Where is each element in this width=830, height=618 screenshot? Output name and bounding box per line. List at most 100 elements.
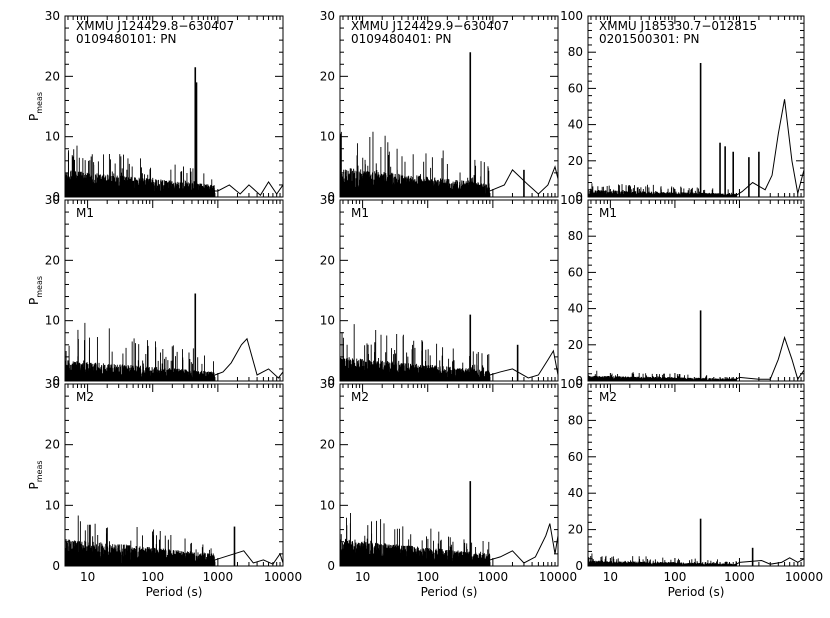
long-period-curve <box>489 165 559 195</box>
x-tick-label: 100 <box>416 570 439 584</box>
panel-1-2: 0 10 20 30 10 100 1000 10000 Period (s) M2 <box>320 377 577 599</box>
y-tick-label: 80 <box>568 229 583 243</box>
panel-frame <box>587 199 805 382</box>
y-tick-label: 30 <box>320 193 335 207</box>
panel-frame <box>64 15 284 198</box>
y-tick-label: 40 <box>568 118 583 132</box>
panel-0-0: 0 10 20 30 XMMU J124429.8−6304070109480101: … <box>27 9 284 204</box>
y-axis-label: Pmeas <box>27 460 44 489</box>
long-period-curve <box>489 523 559 564</box>
y-tick-label: 30 <box>45 377 60 391</box>
y-tick-label: 20 <box>568 154 583 168</box>
panel-frame <box>339 199 559 382</box>
y-tick-label: 20 <box>320 69 335 83</box>
x-tick-label: 1000 <box>203 570 234 584</box>
panel-detector-label: M2 <box>599 390 617 404</box>
x-tick-label: 10 <box>355 570 370 584</box>
x-axis-label: Period (s) <box>668 585 725 599</box>
y-tick-label: 60 <box>568 265 583 279</box>
x-tick-label: 10 <box>80 570 95 584</box>
panel-2-0: 0 20 40 60 80 100 XMMU J185330.7−0128150201500… <box>560 9 805 204</box>
noise-spectrum <box>339 131 491 197</box>
y-tick-label: 10 <box>320 314 335 328</box>
y-tick-label: 30 <box>45 9 60 23</box>
long-period-curve <box>736 335 805 381</box>
x-tick-label: 1000 <box>478 570 509 584</box>
noise-spectrum <box>64 322 216 381</box>
y-tick-label: 20 <box>320 253 335 267</box>
panel-0-1: 0 10 20 30 M1 Pmeas <box>27 193 284 388</box>
x-tick-label: 10 <box>603 570 618 584</box>
y-tick-label: 30 <box>320 377 335 391</box>
panel-title-source: XMMU J124429.9−630407 <box>351 19 509 33</box>
y-tick-label: 0 <box>575 374 583 388</box>
panel-frame <box>339 15 559 198</box>
panel-detector-label: M2 <box>76 390 94 404</box>
y-tick-label: 30 <box>45 193 60 207</box>
y-tick-label: 20 <box>568 338 583 352</box>
panel-frame <box>64 383 284 567</box>
x-tick-label: 100 <box>141 570 164 584</box>
y-tick-label: 0 <box>327 374 335 388</box>
y-tick-label: 10 <box>320 498 335 512</box>
y-tick-label: 60 <box>568 450 583 464</box>
long-period-curve <box>736 557 805 565</box>
y-tick-label: 10 <box>45 130 60 144</box>
panel-frame <box>339 383 559 567</box>
long-period-curve <box>214 337 284 379</box>
panel-title-obs: 0109480401: PN <box>351 32 451 46</box>
panel-frame <box>587 383 805 567</box>
y-tick-label: 10 <box>45 314 60 328</box>
y-tick-label: 0 <box>52 559 60 573</box>
panel-detector-label: M1 <box>351 206 369 220</box>
noise-spectrum <box>339 324 491 381</box>
y-tick-label: 0 <box>575 559 583 573</box>
y-tick-label: 60 <box>568 81 583 95</box>
y-tick-label: 10 <box>320 130 335 144</box>
panel-1-1: 0 10 20 30 M1 <box>320 193 559 388</box>
y-tick-label: 20 <box>45 253 60 267</box>
y-tick-label: 20 <box>320 438 335 452</box>
x-axis-label: Period (s) <box>421 585 478 599</box>
y-tick-label: 20 <box>45 438 60 452</box>
y-tick-label: 80 <box>568 45 583 59</box>
long-period-curve <box>489 349 559 379</box>
y-axis-label: Pmeas <box>27 276 44 305</box>
y-tick-label: 20 <box>568 523 583 537</box>
y-tick-label: 0 <box>327 559 335 573</box>
x-tick-label: 100 <box>663 570 686 584</box>
x-tick-label: 10000 <box>539 570 577 584</box>
panel-frame <box>587 15 805 198</box>
y-tick-label: 40 <box>568 486 583 500</box>
x-tick-label: 1000 <box>724 570 755 584</box>
long-period-curve <box>214 180 284 196</box>
x-axis-label: Period (s) <box>146 585 203 599</box>
x-tick-label: 10000 <box>264 570 302 584</box>
y-tick-label: 0 <box>52 374 60 388</box>
panel-1-0: 0 10 20 30 XMMU J124429.9−6304070109480401: … <box>320 9 559 204</box>
panel-2-2: 0 20 40 60 80 100 10 100 1000 10000 Period (s) M2 <box>560 377 823 599</box>
y-tick-label: 40 <box>568 302 583 316</box>
y-tick-label: 100 <box>560 377 583 391</box>
panel-detector-label: M2 <box>351 390 369 404</box>
panel-title-source: XMMU J185330.7−012815 <box>599 19 757 33</box>
y-tick-label: 10 <box>45 498 60 512</box>
x-tick-label: 10000 <box>785 570 823 584</box>
panel-detector-label: M1 <box>599 206 617 220</box>
panel-detector-label: M1 <box>76 206 94 220</box>
panel-title-obs: 0201500301: PN <box>599 32 699 46</box>
y-tick-label: 30 <box>320 9 335 23</box>
y-tick-label: 0 <box>327 190 335 204</box>
long-period-curve <box>736 99 805 196</box>
y-tick-label: 20 <box>45 69 60 83</box>
panel-0-2: 0 10 20 30 10 100 1000 10000 Period (s) M2 Pmeas <box>27 377 302 599</box>
panel-title-obs: 0109480101: PN <box>76 32 176 46</box>
panel-frame <box>64 199 284 382</box>
y-tick-label: 0 <box>52 190 60 204</box>
y-tick-label: 80 <box>568 413 583 427</box>
y-tick-label: 0 <box>575 190 583 204</box>
y-tick-label: 100 <box>560 9 583 23</box>
panel-2-1: 0 20 40 60 80 100 M1 <box>560 193 805 388</box>
y-axis-label: Pmeas <box>27 92 44 121</box>
